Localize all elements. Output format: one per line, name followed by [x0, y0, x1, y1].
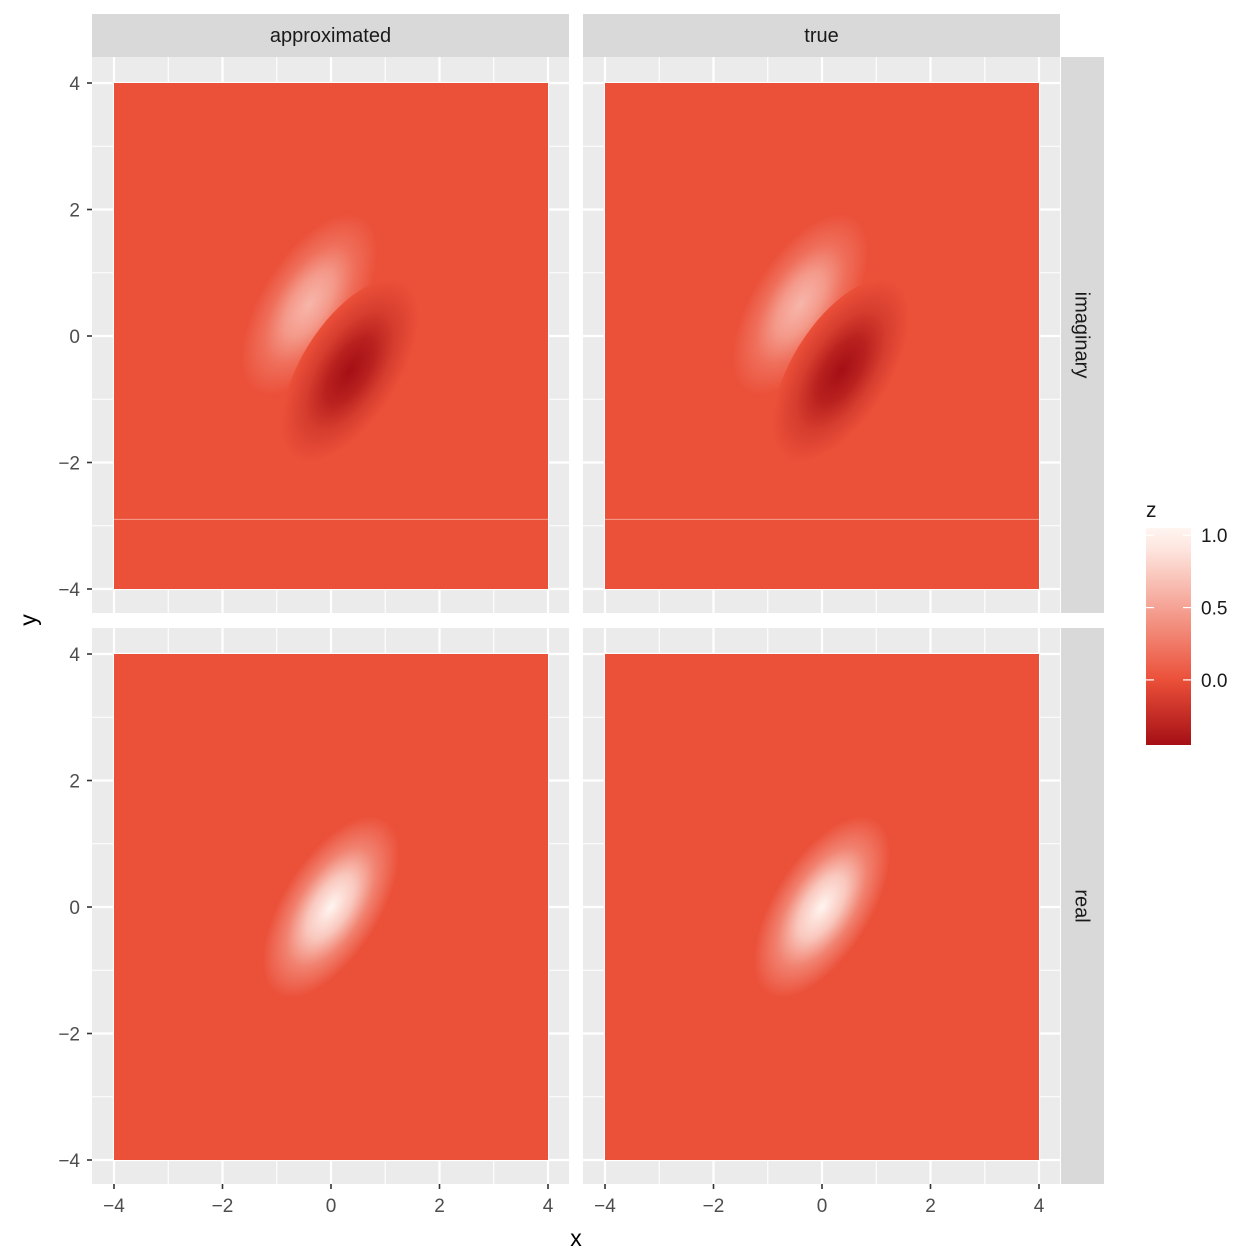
strip-label-imaginary: imaginary	[1071, 292, 1093, 379]
x-tick-label: 4	[1034, 1196, 1045, 1217]
panel-true-real	[583, 628, 1060, 1184]
x-tick-label: 2	[434, 1196, 445, 1217]
panel-approximated-imaginary	[92, 57, 569, 613]
y-tick-label: 2	[69, 772, 80, 793]
heat-peak	[240, 213, 378, 396]
strip-approximated	[92, 14, 569, 57]
x-tick-label: −4	[594, 1196, 616, 1217]
facet-strips: approximated true imaginary real	[92, 14, 1104, 1184]
legend-tick-label: 0.5	[1201, 599, 1227, 620]
strip-label-real: real	[1071, 889, 1093, 922]
heat-peak	[262, 815, 400, 999]
x-tick-label: −2	[703, 1196, 725, 1217]
axes: x y −4 −4 −2 −2 0 0 2 2 4 4 −4 −4 −2 −2 0 0 2 2 4 4	[15, 74, 1045, 1251]
panels	[92, 57, 1060, 1184]
panel-approximated-real	[92, 628, 569, 1184]
y-tick-label: −2	[58, 454, 80, 475]
strip-imaginary	[1061, 57, 1104, 613]
x-tick-label: 0	[326, 1196, 337, 1217]
y-tick-label: 2	[69, 201, 80, 222]
y-tick-label: 4	[69, 645, 80, 666]
legend-title: z	[1146, 499, 1157, 522]
y-tick-label: −2	[58, 1025, 80, 1046]
y-axis-title: y	[15, 614, 41, 626]
y-tick-label: 4	[69, 74, 80, 95]
y-tick-label: −4	[58, 1151, 80, 1172]
heat-tiles	[240, 213, 419, 462]
x-tick-label: 0	[817, 1196, 828, 1217]
legend: z 1.0 0.5 0.0	[1146, 499, 1227, 745]
x-axis-title: x	[570, 1225, 582, 1251]
panel-true-imaginary	[583, 57, 1060, 613]
heat-trough	[772, 279, 910, 462]
legend-colorbar	[1146, 528, 1191, 745]
legend-tick-label: 0.0	[1201, 671, 1227, 692]
heat-tiles	[262, 815, 400, 999]
strip-true	[583, 14, 1060, 57]
x-tick-label: 4	[543, 1196, 554, 1217]
heat-trough	[281, 279, 419, 462]
strip-label-approximated: approximated	[270, 25, 391, 47]
y-tick-label: 0	[69, 327, 80, 348]
strip-label-true: true	[804, 25, 838, 47]
y-tick-label: −4	[58, 580, 80, 601]
x-tick-label: −2	[212, 1196, 234, 1217]
strip-real	[1061, 628, 1104, 1184]
heat-tiles	[753, 815, 891, 999]
legend-tick-label: 1.0	[1201, 526, 1227, 547]
heat-tiles	[731, 213, 910, 462]
y-tick-label: 0	[69, 898, 80, 919]
x-tick-label: 2	[925, 1196, 936, 1217]
heat-peak	[731, 213, 869, 396]
x-tick-label: −4	[103, 1196, 125, 1217]
heat-peak	[753, 815, 891, 999]
